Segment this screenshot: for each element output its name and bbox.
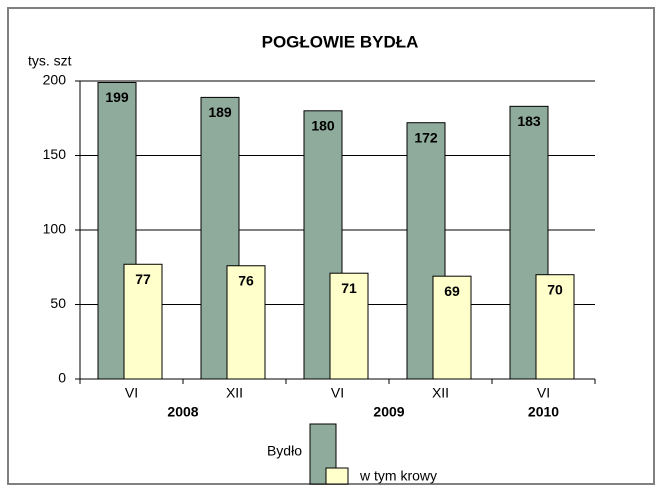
chart-title: POGŁOWIE BYDŁA	[262, 32, 419, 51]
group-label: 2008	[167, 404, 198, 420]
value-label: 77	[135, 271, 151, 287]
bar	[329, 272, 369, 380]
value-label: 183	[517, 113, 541, 129]
value-label: 199	[105, 89, 129, 105]
group-label: 2009	[373, 404, 404, 420]
value-label: 76	[238, 272, 254, 288]
x-tick-label: VI	[125, 385, 138, 401]
legend-label: Bydło	[267, 443, 302, 459]
y-tick-label: 50	[50, 295, 66, 311]
group-label: 2010	[528, 404, 559, 420]
value-label: 172	[414, 129, 438, 145]
bar	[226, 265, 266, 380]
value-label: 70	[547, 281, 563, 297]
value-label: 180	[311, 118, 335, 134]
x-tick-label: VI	[537, 385, 550, 401]
value-label: 189	[208, 104, 232, 120]
bar	[535, 274, 575, 380]
bar	[123, 263, 163, 380]
y-tick-label: 150	[43, 146, 67, 162]
x-tick-label: XII	[432, 385, 449, 401]
y-tick-label: 100	[43, 221, 67, 237]
bar	[200, 96, 240, 380]
y-tick-label: 200	[43, 72, 67, 88]
x-tick-label: VI	[331, 385, 344, 401]
legend-swatch	[325, 467, 349, 485]
x-tick-label: XII	[226, 385, 243, 401]
legend-label: w tym krowy	[359, 468, 437, 484]
bar	[432, 275, 472, 380]
value-label: 69	[444, 283, 460, 299]
value-label: 71	[341, 280, 357, 296]
y-axis-label: tys. szt	[28, 53, 72, 69]
y-tick-label: 0	[58, 370, 66, 386]
